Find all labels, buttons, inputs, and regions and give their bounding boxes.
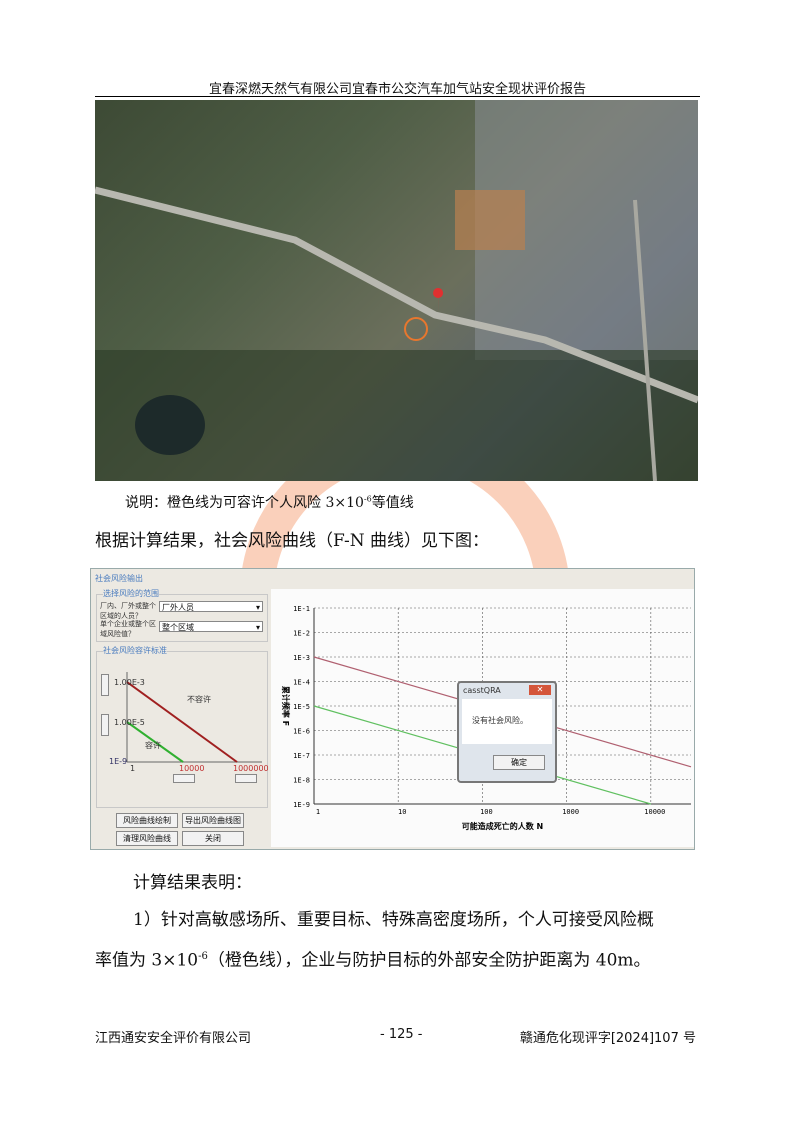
x-axis-label: 可能造成死亡的人数 N [462,821,543,831]
dialog-title: casstQRA [463,686,501,695]
document-number: 赣通危化现评字[2024]107 号 [519,1031,696,1046]
message-dialog: casstQRA ✕ 没有社会风险。 确定 [457,681,557,783]
header-rule [95,96,700,97]
lower-spinner[interactable] [101,714,109,736]
map-drawing [95,100,698,481]
dialog-close-icon[interactable]: ✕ [529,685,551,695]
upper-spinner[interactable] [101,674,109,696]
results-heading: 计算结果表明： [133,873,252,893]
upper-value: 1.00E-3 [114,678,145,687]
x-tick-label: 100 [480,808,493,816]
risk-contour-line [404,317,428,341]
close-button[interactable]: 关闭 [182,831,244,846]
dialog-ok-button[interactable]: 确定 [493,755,545,770]
x-tick-label: 10 [398,808,406,816]
criteria-group: 社会风险容许标准 1.00E-3 1.00E-5 1E-9 不容许 容许 1 1… [96,645,269,808]
x-tick-label: 1 [316,808,320,816]
criteria-diagram [126,672,262,763]
group-title: 选择风险的范围 [103,588,159,599]
min-value: 1E-9 [109,757,128,766]
y-tick-label: 1E-1 [293,605,310,613]
x-tick-label: 10000 [644,808,665,816]
tolerable-label: 容许 [145,741,161,750]
map-caption: 说明：橙色线为可容许个人风险 3×10-6等值线 [125,492,414,512]
road [95,186,698,404]
y-tick-label: 1E-6 [293,728,310,736]
x-mid: 10000 [179,764,205,773]
y-axis-label: 累计频率 F [281,686,291,726]
tolerable-line [126,721,184,763]
range-group: 选择风险的范围 厂内、厂外或整个区域的人员？ 厂外人员 ▾ 单个企业或整个区域风险… [96,588,268,642]
dialog-body: 没有社会风险。 [462,699,552,744]
y-tick-label: 1E-5 [293,703,310,711]
caption-text: 说明：橙色线为可容许个人风险 3×10 [125,495,364,511]
intolerable-line [126,681,238,763]
y-tick-label: 1E-9 [293,801,310,809]
results-item1-line2: 率值为 3×10-6（橙色线），企业与防护目标的外部安全防护距离为 40m。 [95,942,651,976]
q1-value: 厂外人员 [162,603,194,612]
page-header: 宜春深燃天然气有限公司宜春市公交汽车加气站安全现状评价报告 [208,82,586,97]
y-tick-label: 1E-3 [293,654,310,662]
group-title: 社会风险容许标准 [103,645,167,656]
page-number: - 125 - [380,1027,423,1042]
y-tick-label: 1E-4 [293,679,310,687]
mid-spinner[interactable] [173,774,195,783]
caption-suffix: 等值线 [371,495,414,511]
q1-label: 厂内、厂外或整个区域的人员？ [100,602,156,620]
q1-select[interactable]: 厂外人员 ▾ [159,601,263,612]
q2-value: 整个区域 [162,623,194,632]
footer-company: 江西通安安全评价有限公司 [95,1031,252,1046]
y-tick-label: 1E-8 [293,777,310,785]
x-tick-label: 1000 [562,808,579,816]
software-window: 社会风险输出 选择风险的范围 厂内、厂外或整个区域的人员？ 厂外人员 ▾ 单个企业… [90,568,695,850]
dropdown-arrow-icon: ▾ [255,603,260,612]
item1-suffix: （橙色线），企业与防护目标的外部安全防护距离为 40m。 [207,950,651,971]
dropdown-arrow-icon: ▾ [255,623,260,632]
location-marker-icon [433,288,444,312]
item1-text: 率值为 3×10 [95,950,199,971]
construction-site [455,190,525,250]
y-tick-label: 1E-2 [293,630,310,638]
y-tick-label: 1E-7 [293,752,310,760]
caption-exponent: -6 [363,494,372,504]
q2-select[interactable]: 整个区域 ▾ [159,621,263,632]
x-end: 1000000 [233,764,269,773]
clear-curve-button[interactable]: 清理风险曲线 [116,831,178,846]
intro-paragraph: 根据计算结果，社会风险曲线（F-N 曲线）见下图： [95,531,490,551]
x-start: 1 [130,764,136,773]
item1-exponent: -6 [198,951,208,962]
dialog-message: 没有社会风险。 [472,716,528,725]
road [633,199,657,481]
intolerable-label: 不容许 [187,695,211,704]
plot-curve-button[interactable]: 风险曲线绘制 [116,813,178,828]
lake [135,395,205,455]
export-curve-button[interactable]: 导出风险曲线图 [182,813,244,828]
q2-label: 单个企业或整个区域风险值？ [100,620,156,638]
window-title: 社会风险输出 [95,574,143,583]
results-item1-line1: 1）针对高敏感场所、重要目标、特殊高密度场所，个人可接受风险概 [133,910,654,930]
end-spinner[interactable] [235,774,257,783]
satellite-map-image [95,100,698,481]
lower-value: 1.00E-5 [114,718,145,727]
